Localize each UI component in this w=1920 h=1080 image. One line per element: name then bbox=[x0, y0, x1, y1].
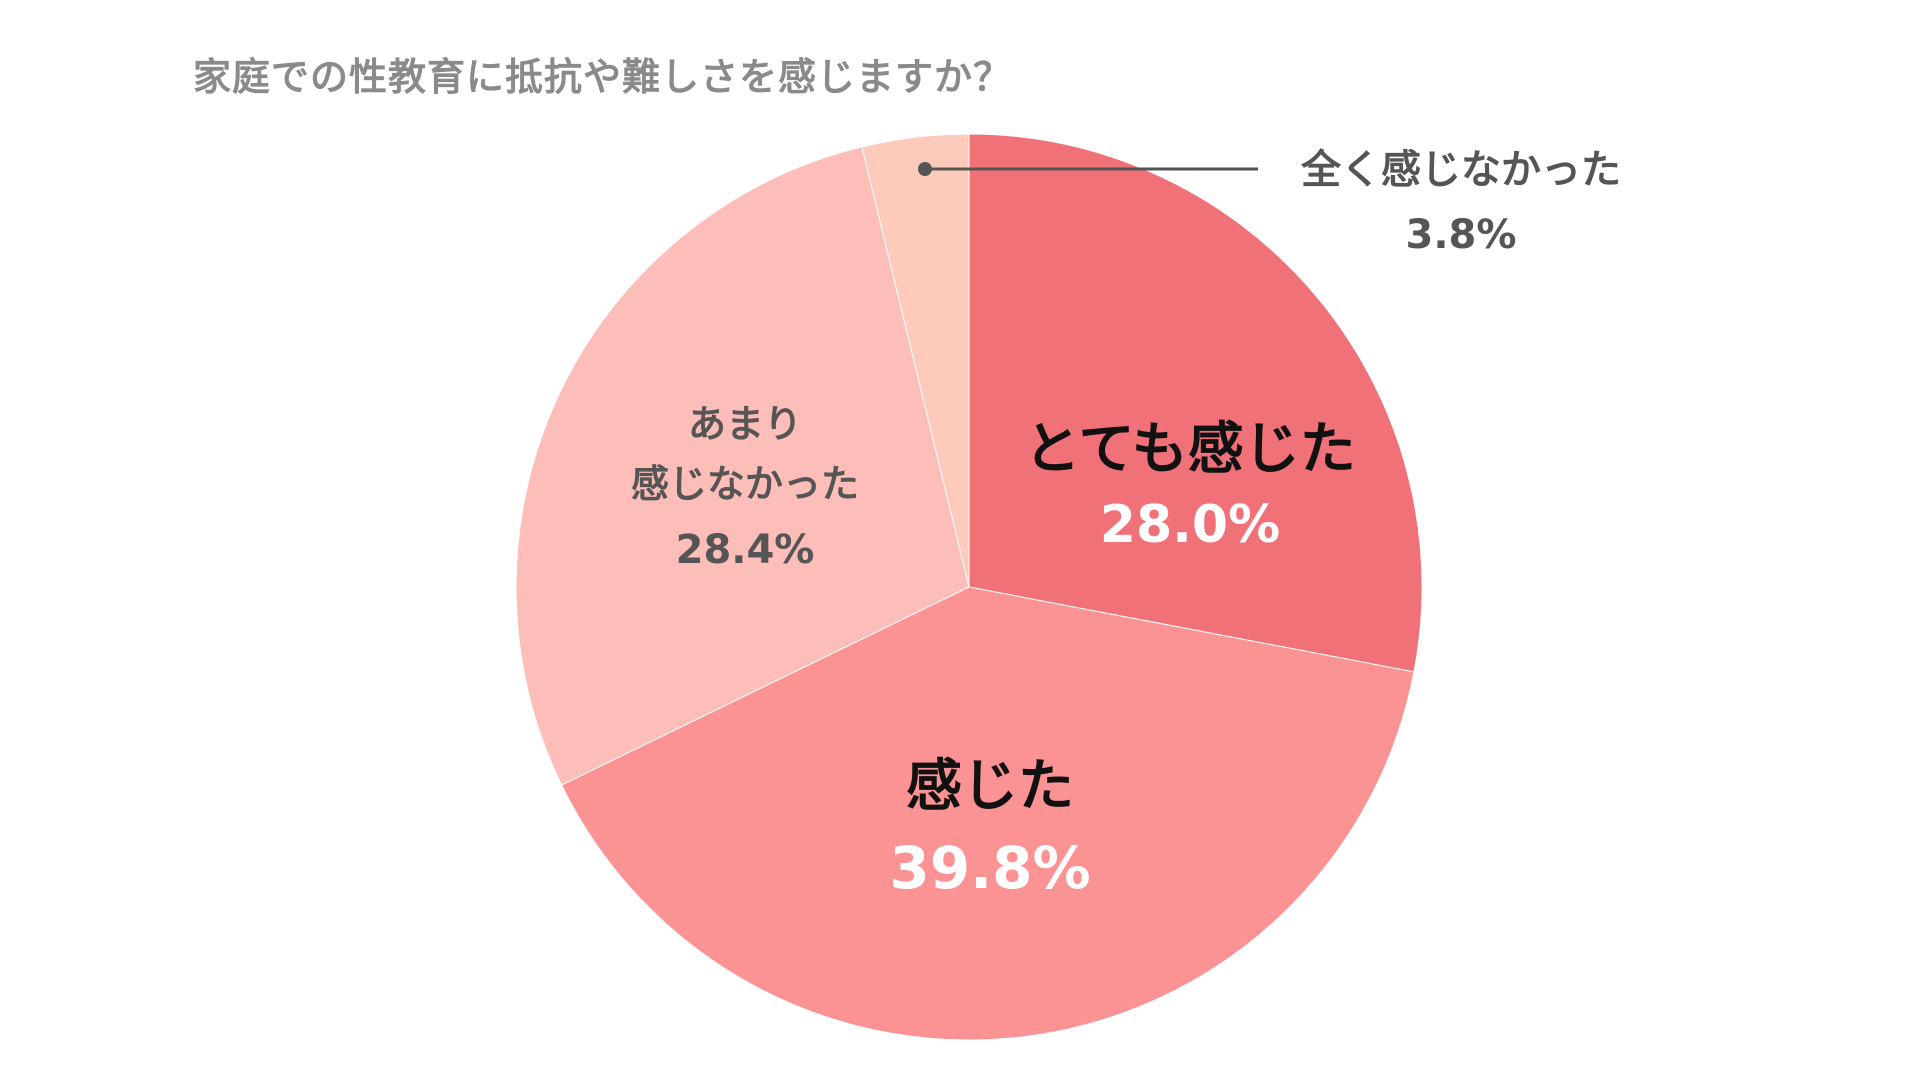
pie-slice-0 bbox=[968, 133, 1423, 673]
slice-value-2: 28.4% bbox=[676, 527, 815, 573]
leader-line-group bbox=[918, 162, 1258, 176]
slice-label-2-line-1: 感じなかった bbox=[631, 462, 859, 506]
slice-label-3: 全く感じなかった bbox=[1300, 147, 1621, 193]
slice-label-0: とても感じた bbox=[1024, 417, 1356, 482]
slice-value-0: 28.0% bbox=[1100, 495, 1280, 555]
pie-slice-3 bbox=[861, 133, 970, 588]
pie-slice-2 bbox=[515, 146, 970, 786]
slice-value-3: 3.8% bbox=[1406, 212, 1517, 258]
pie-slices bbox=[515, 133, 1423, 1041]
pie-slice-1 bbox=[560, 586, 1415, 1041]
slice-label-2-line-0: あまり bbox=[688, 402, 802, 446]
chart-title: 家庭での性教育に抵抗や難しさを感じますか？ bbox=[193, 55, 1013, 99]
slice-value-1: 39.8% bbox=[889, 834, 1090, 902]
slice-label-1: 感じた bbox=[906, 754, 1074, 819]
leader-dot bbox=[918, 162, 932, 176]
